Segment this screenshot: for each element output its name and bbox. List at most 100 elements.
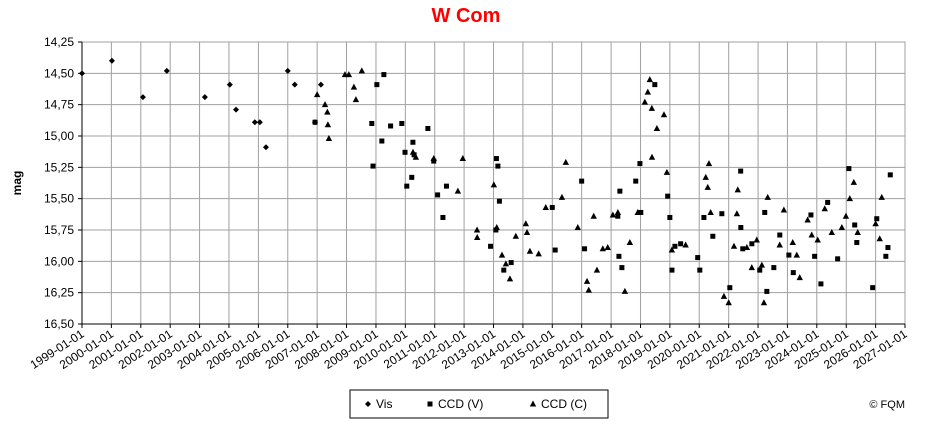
data-point — [522, 220, 530, 227]
data-point — [616, 253, 622, 259]
y-tick-label: 16,50 — [44, 317, 74, 331]
data-point — [411, 152, 417, 158]
data-point — [549, 204, 555, 210]
data-point — [814, 236, 821, 243]
data-point — [324, 121, 332, 128]
data-point — [542, 203, 549, 210]
data-point — [874, 216, 880, 222]
data-point — [558, 193, 566, 200]
data-point — [678, 241, 684, 247]
data-point — [526, 247, 534, 254]
data-point — [780, 206, 788, 213]
data-point — [876, 235, 883, 242]
data-point — [870, 285, 876, 291]
data-point — [758, 261, 766, 268]
data-point — [697, 267, 703, 273]
data-point — [552, 247, 558, 253]
data-point — [757, 267, 763, 273]
data-point — [226, 81, 233, 88]
y-tick-label: 14,50 — [44, 66, 74, 80]
data-point — [370, 163, 376, 169]
legend-marker — [365, 401, 371, 407]
data-point — [488, 243, 494, 249]
data-point — [604, 244, 611, 251]
data-point — [233, 106, 240, 113]
data-point — [381, 72, 387, 78]
data-point — [771, 265, 777, 271]
data-point — [324, 108, 331, 115]
data-point — [854, 240, 860, 246]
data-point — [321, 101, 329, 108]
data-point — [667, 214, 673, 220]
data-point — [590, 212, 597, 219]
data-point — [619, 265, 625, 271]
data-point — [425, 125, 431, 131]
data-point — [641, 98, 649, 105]
data-point — [404, 183, 410, 189]
data-point — [846, 166, 852, 172]
data-point — [410, 139, 416, 145]
data-point — [582, 246, 588, 252]
data-point — [493, 227, 499, 233]
data-point — [818, 281, 824, 287]
data-point — [512, 232, 520, 239]
data-point — [352, 96, 360, 103]
data-point — [474, 234, 481, 241]
data-point — [574, 223, 581, 230]
data-point — [760, 299, 768, 306]
data-point — [646, 76, 654, 83]
data-point — [443, 183, 449, 189]
data-point — [409, 174, 415, 180]
data-point — [762, 209, 768, 215]
data-point — [738, 168, 744, 174]
data-point — [502, 260, 510, 267]
data-point — [777, 232, 783, 238]
data-point — [634, 208, 641, 215]
data-point — [621, 287, 629, 294]
data-point — [501, 267, 507, 273]
data-point — [313, 91, 321, 98]
data-point — [599, 245, 607, 252]
data-point — [743, 244, 751, 251]
data-point — [669, 267, 675, 273]
data-point — [885, 245, 891, 251]
data-point — [637, 161, 643, 167]
legend-label: CCD (V) — [438, 397, 483, 411]
data-point — [727, 285, 733, 291]
data-point — [734, 186, 741, 193]
data-point — [583, 277, 591, 284]
data-point — [79, 70, 85, 77]
data-point — [412, 153, 420, 160]
data-point — [668, 246, 676, 253]
data-point — [878, 193, 885, 200]
data-point — [262, 144, 269, 151]
data-point — [748, 264, 755, 271]
data-point — [695, 255, 701, 261]
data-point — [493, 223, 500, 230]
data-point — [776, 241, 783, 248]
y-tick-label: 16,25 — [44, 286, 74, 300]
data-point — [358, 67, 366, 74]
data-point — [379, 138, 385, 144]
data-point — [523, 229, 531, 236]
data-point — [496, 198, 502, 204]
data-point — [812, 253, 818, 259]
data-point — [842, 212, 850, 219]
data-point — [825, 199, 831, 205]
data-point — [369, 120, 375, 126]
data-point — [702, 173, 709, 180]
data-point — [498, 251, 506, 258]
data-point — [764, 193, 771, 200]
data-point — [652, 82, 658, 88]
y-tick-label: 14,75 — [44, 98, 74, 112]
data-point — [508, 260, 514, 266]
data-point — [562, 158, 570, 165]
data-point — [388, 123, 394, 129]
data-point — [828, 229, 835, 236]
data-point — [440, 214, 446, 220]
data-point — [753, 236, 760, 243]
data-point — [409, 148, 417, 155]
data-point — [808, 231, 815, 238]
data-point — [730, 242, 738, 249]
